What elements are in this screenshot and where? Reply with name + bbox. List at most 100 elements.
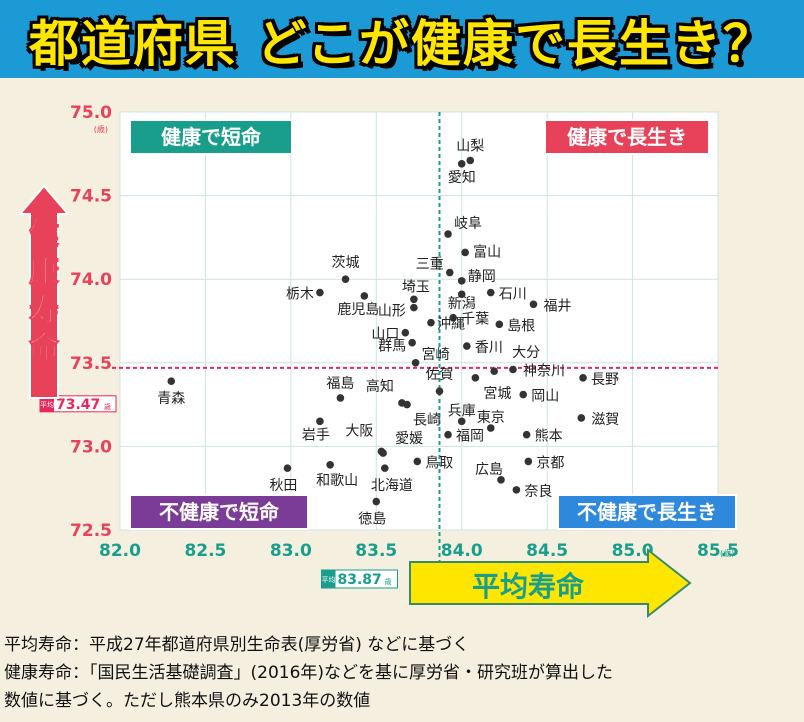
data-point-山口	[401, 328, 410, 337]
point-label-青森: 青森	[157, 391, 185, 407]
point-label-静岡: 静岡	[468, 269, 496, 285]
data-point-栃木	[316, 288, 324, 297]
x-tick-label: 85.0	[612, 541, 654, 561]
point-label-福岡: 福岡	[456, 429, 484, 445]
data-point-愛知	[457, 160, 466, 168]
x-unit-label: (歳)	[720, 548, 734, 558]
data-point-鳥取	[413, 457, 422, 466]
avg-healthy-value: 73.47	[56, 397, 100, 413]
data-point-千葉	[449, 313, 457, 322]
data-point-神奈川	[509, 365, 517, 374]
point-label-栃木: 栃木	[286, 287, 314, 303]
point-label-岐阜: 岐阜	[454, 215, 482, 232]
data-point-福岡	[444, 430, 452, 439]
point-label-埼玉: 埼玉	[402, 279, 430, 295]
point-label-香川: 香川	[475, 340, 503, 356]
data-point-山梨	[466, 156, 475, 165]
data-point-埼玉	[410, 295, 418, 304]
footer-note-1: 平均寿命：平成27年都道府県別生命表(厚労省) などに基づく	[4, 635, 470, 655]
data-point-秋田	[283, 464, 292, 472]
x-tick-label: 83.5	[355, 541, 397, 561]
data-point-静岡	[457, 277, 466, 285]
point-label-東京: 東京	[477, 410, 505, 426]
avg-life-unit: 歳	[385, 577, 392, 586]
data-point-岩手	[316, 417, 324, 426]
x-tick-label: 83.0	[270, 541, 312, 561]
point-label-愛知: 愛知	[448, 169, 476, 186]
x-tick-label: 82.5	[184, 541, 226, 561]
point-label-神奈川: 神奈川	[523, 363, 565, 379]
data-point-和歌山	[326, 460, 334, 469]
point-label-徳島: 徳島	[358, 512, 386, 528]
plot-area	[119, 111, 719, 531]
point-label-愛媛: 愛媛	[395, 431, 423, 447]
point-label-岩手: 岩手	[302, 427, 330, 443]
data-point-佐賀	[435, 387, 444, 396]
y-tick-label: 73.5	[70, 354, 112, 374]
data-point-福井	[529, 300, 538, 309]
point-label-熊本: 熊本	[535, 429, 563, 445]
point-label-長崎: 長崎	[413, 413, 441, 429]
data-point-愛媛	[379, 449, 387, 457]
data-point-富山	[461, 248, 469, 257]
data-point-岡山	[519, 390, 528, 399]
point-label-兵庫: 兵庫	[448, 402, 476, 419]
data-point-長崎	[403, 400, 411, 409]
title-banner: 都道府県 どこが健康で長生き？	[0, 0, 804, 78]
point-label-茨城: 茨城	[332, 255, 360, 271]
x-axis-arrow	[409, 547, 692, 619]
y-unit-label: (歳)	[94, 124, 108, 134]
y-tick-label: 72.5	[70, 521, 112, 541]
avg-healthy-unit: 歳	[104, 402, 111, 411]
point-label-石川: 石川	[499, 287, 527, 303]
quadrant-bottom-right: 不健康で長生き	[577, 500, 717, 524]
data-point-茨城	[341, 275, 350, 284]
point-label-大阪: 大阪	[345, 423, 373, 439]
point-label-山梨: 山梨	[456, 138, 484, 154]
avg-healthy-prefix: 平均	[40, 400, 54, 409]
data-point-島根	[495, 320, 504, 329]
y-tick-label: 74.5	[70, 187, 112, 207]
point-label-佐賀: 佐賀	[426, 367, 454, 383]
page-title: 都道府県 どこが健康で長生き？	[29, 15, 775, 73]
point-label-鹿児島: 鹿児島	[337, 301, 379, 318]
point-label-沖縄: 沖縄	[437, 317, 465, 333]
quadrant-bottom-right-bg	[557, 494, 737, 530]
avg-life-prefix-bg	[321, 570, 336, 588]
scatter-chart: 82.0 82.5 83.0 83.5 84.0 84.5 85.0 85.5(歳)72.57…	[17, 103, 739, 619]
point-label-北海道: 北海道	[371, 478, 413, 494]
data-point-兵庫	[457, 417, 466, 426]
data-point-石川	[486, 288, 495, 297]
point-label-京都: 京都	[536, 455, 564, 471]
avg-healthy-prefix-bg	[40, 395, 54, 412]
point-label-山口: 山口	[371, 327, 399, 343]
y-axis-arrow	[17, 184, 71, 399]
point-label-千葉: 千葉	[461, 312, 489, 328]
point-label-大分: 大分	[512, 345, 540, 361]
point-label-三重: 三重	[416, 257, 444, 273]
x-tick-label: 85.5	[697, 541, 739, 561]
data-point-滋賀	[577, 414, 586, 422]
y-axis-title-char: 健	[29, 217, 59, 252]
point-label-宮城: 宮城	[483, 386, 511, 402]
quadrant-top-right: 健康で長生き	[567, 125, 687, 149]
quadrant-top-left-bg	[129, 119, 293, 155]
data-point-群馬	[408, 338, 416, 347]
quadrant-top-right-bg	[544, 119, 710, 155]
data-point-山形	[410, 303, 418, 312]
point-label-岡山: 岡山	[531, 389, 559, 405]
y-tick-label: 74.0	[70, 270, 112, 290]
point-label-秋田: 秋田	[269, 478, 297, 494]
point-label-群馬: 群馬	[378, 339, 406, 355]
data-point-熊本	[522, 430, 531, 439]
point-label-高知: 高知	[366, 378, 394, 395]
point-label-滋賀: 滋賀	[591, 412, 619, 428]
footer-note-3: 数値に基づく。ただし熊本県のみ2013年の数値	[4, 691, 371, 711]
data-point-東京	[486, 424, 495, 432]
data-point-青森	[167, 377, 176, 385]
point-label-福井: 福井	[543, 298, 571, 314]
avg-life-value: 83.87	[338, 572, 382, 588]
point-label-広島: 広島	[475, 462, 503, 478]
data-point-北海道	[381, 464, 389, 472]
y-axis-title-char: 寿	[29, 293, 59, 328]
